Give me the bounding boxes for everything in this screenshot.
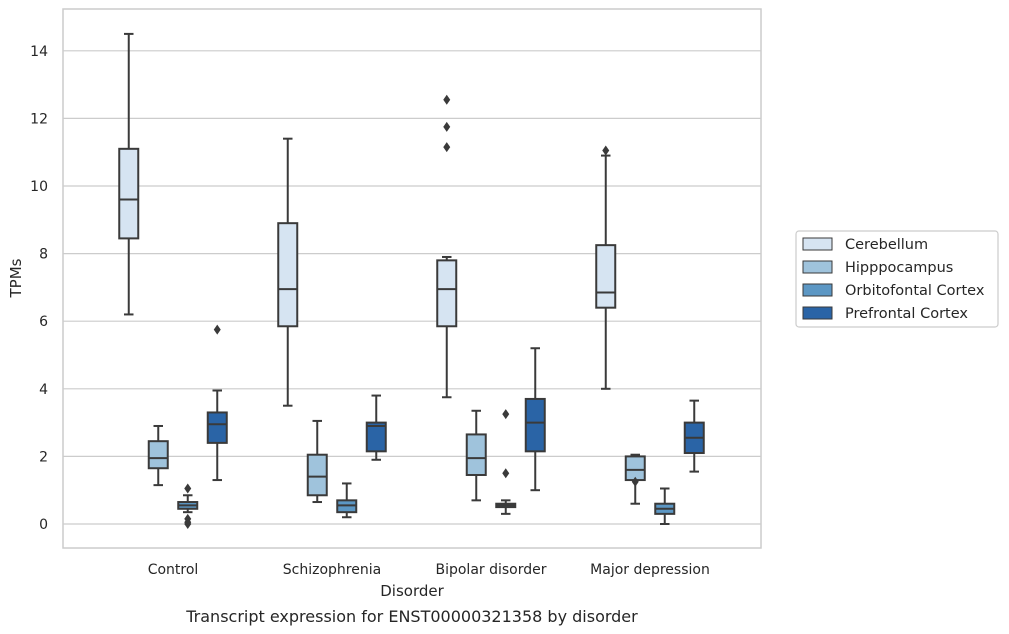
y-tick-label: 8 xyxy=(39,247,48,263)
box-0 xyxy=(277,137,299,407)
legend-label: Prefrontal Cortex xyxy=(845,306,968,322)
y-tick-label: 10 xyxy=(30,179,48,195)
box-3 xyxy=(206,324,228,482)
grid-lines xyxy=(63,50,761,525)
outlier-point xyxy=(502,409,510,420)
box-0 xyxy=(436,94,458,399)
legend-frame xyxy=(795,230,999,328)
legend-swatch xyxy=(802,260,833,274)
outlier-point xyxy=(213,324,221,335)
legend-swatch xyxy=(802,237,833,251)
box-2 xyxy=(336,482,358,519)
legend-swatch xyxy=(802,283,833,297)
box-1 xyxy=(306,419,328,504)
box-iqr xyxy=(277,222,299,328)
x-tick-label: Schizophrenia xyxy=(283,562,381,578)
legend-swatch xyxy=(802,306,833,320)
box-3 xyxy=(365,394,387,461)
y-tick-label: 6 xyxy=(39,314,48,330)
outlier-point xyxy=(184,519,192,529)
outlier-point xyxy=(631,476,639,487)
y-tick-label: 12 xyxy=(30,111,48,127)
legend-label: Hipppocampus xyxy=(845,260,953,276)
box-iqr xyxy=(306,453,328,497)
y-tick-label: 14 xyxy=(30,44,48,60)
outlier-point xyxy=(502,468,510,479)
x-tick-label: Control xyxy=(148,562,199,578)
y-axis-label: TPMs xyxy=(7,258,25,298)
box-iqr xyxy=(206,411,228,444)
box-0 xyxy=(118,32,140,316)
y-tick-label: 2 xyxy=(39,449,48,465)
chart-caption: Transcript expression for ENST0000032135… xyxy=(185,607,638,626)
box-iqr xyxy=(365,421,387,453)
y-tick-label: 4 xyxy=(39,382,48,398)
x-axis-label: Disorder xyxy=(380,582,444,600)
outlier-point xyxy=(602,145,610,156)
box-2 xyxy=(495,409,517,515)
outlier-point xyxy=(443,142,451,153)
legend-label: Orbitofontal Cortex xyxy=(845,283,985,299)
box-1 xyxy=(624,453,646,505)
legend: Cerebellum Hipppocampus Orbitofontal Corte… xyxy=(795,230,999,328)
box-iqr xyxy=(147,440,169,470)
y-tick-labels: 0 2 4 6 8 10 12 14 xyxy=(30,44,48,533)
outlier-point xyxy=(184,483,192,494)
y-tick-label: 0 xyxy=(39,517,48,533)
legend-label: Cerebellum xyxy=(845,237,928,253)
outlier-point xyxy=(443,121,451,132)
box-2 xyxy=(654,487,676,525)
box-2 xyxy=(177,483,199,529)
box-3 xyxy=(683,399,705,473)
x-tick-labels: Control Schizophrenia Bipolar disorder Majo… xyxy=(148,562,710,578)
box-iqr xyxy=(465,433,487,476)
box-iqr xyxy=(118,147,140,240)
plot-frame xyxy=(62,8,762,549)
box-iqr xyxy=(624,455,646,482)
box-1 xyxy=(465,409,487,502)
box-1 xyxy=(147,424,169,487)
box-iqr xyxy=(524,397,546,453)
x-tick-label: Major depression xyxy=(590,562,710,578)
x-tick-label: Bipolar disorder xyxy=(435,562,546,578)
outlier-point xyxy=(443,94,451,105)
box-0 xyxy=(595,145,617,390)
box-iqr xyxy=(436,259,458,328)
box-iqr xyxy=(595,244,617,309)
box-3 xyxy=(524,347,546,492)
box-groups xyxy=(118,32,705,529)
